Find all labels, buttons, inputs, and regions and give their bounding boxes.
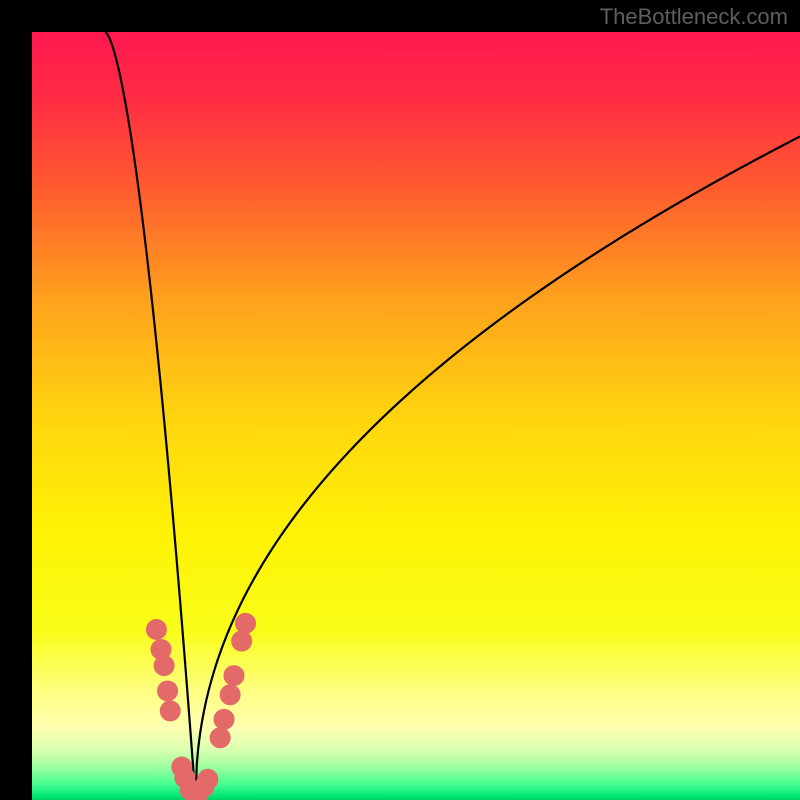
data-marker [220, 685, 240, 705]
plot-area [32, 32, 800, 800]
data-marker [154, 656, 174, 676]
chart-svg [32, 32, 800, 800]
data-marker [210, 728, 230, 748]
chart-container: { "attribution": "TheBottleneck.com", "c… [0, 0, 800, 800]
data-marker [224, 666, 244, 686]
data-marker [198, 769, 218, 789]
attribution-text: TheBottleneck.com [600, 4, 788, 30]
data-marker [214, 709, 234, 729]
data-marker [232, 631, 252, 651]
data-marker [146, 620, 166, 640]
bottleneck-curve [105, 32, 800, 800]
data-marker [236, 613, 256, 633]
data-marker [160, 701, 180, 721]
data-marker [158, 681, 178, 701]
